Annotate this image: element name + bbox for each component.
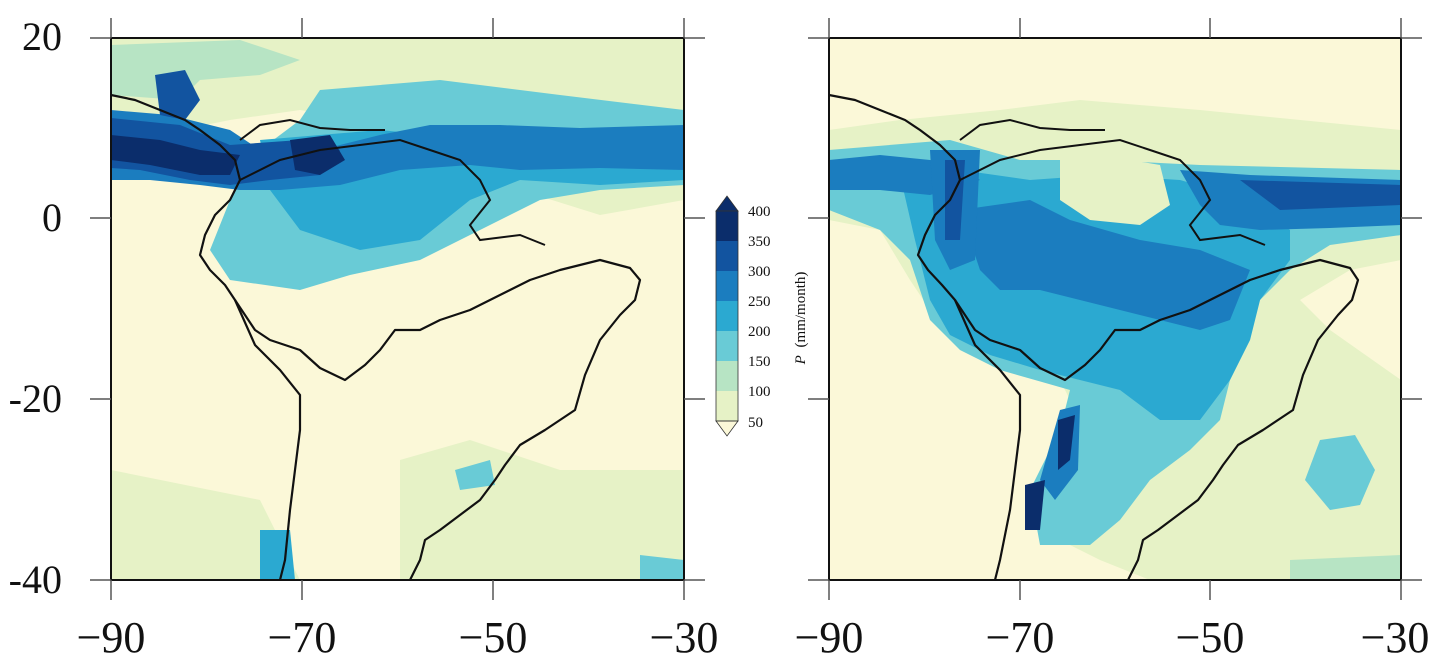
right-x-tick-label: −30: [1361, 613, 1430, 662]
colorbar-title-variable: P: [793, 355, 809, 365]
colorbar-title: P (mm/month): [793, 272, 809, 366]
colorbar-level-label: 50: [748, 415, 763, 431]
left-caribbean-coast: [239, 118, 385, 141]
colorbar-swatch: [716, 361, 738, 391]
left-coastline: [110, 93, 642, 581]
left-y-tick-label: 20: [22, 14, 62, 59]
colorbar-swatch: [716, 211, 738, 241]
colorbar-swatch: [716, 331, 738, 361]
colorbar-level-label: 300: [748, 264, 771, 280]
colorbar-level-label: 350: [748, 234, 771, 250]
colorbar-level-label: 100: [748, 384, 771, 400]
left-x-tick-label: −30: [650, 613, 719, 662]
right-x-tick-label: −50: [1176, 613, 1245, 662]
left-y-ticks: [90, 37, 705, 581]
right-x-tick-label: −70: [986, 613, 1055, 662]
right-amazon-outline: [959, 138, 1266, 246]
colorbar-bottom-arrow: [715, 420, 739, 437]
left-map-panel: 20 0 -20 -40 −90 −70 −50 −30: [9, 14, 719, 662]
colorbar-level-label: 250: [748, 294, 771, 310]
left-y-tick-label: 0: [42, 195, 62, 240]
right-x-tick-label: −90: [795, 613, 864, 662]
colorbar-swatch: [716, 241, 738, 271]
right-x-ticks: [828, 18, 1402, 600]
colorbar-title-units: (mm/month): [793, 272, 809, 348]
right-map-frame: [828, 37, 1402, 581]
right-caribbean-coast: [959, 118, 1105, 141]
left-x-tick-label: −70: [268, 613, 337, 662]
colorbar-level-label: 200: [748, 324, 771, 340]
right-map-panel: −90 −70 −50 −30: [795, 18, 1430, 662]
right-coastline: [828, 93, 1360, 581]
right-y-ticks: [808, 37, 1422, 581]
colorbar-top-arrow: [715, 195, 739, 212]
colorbar-level-label: 150: [748, 354, 771, 370]
colorbar-swatch: [716, 391, 738, 421]
left-map-frame: [110, 37, 685, 581]
left-precip-field: [111, 38, 684, 580]
left-x-ticks: [110, 18, 685, 600]
colorbar-swatch: [716, 301, 738, 331]
left-y-tick-label: -40: [9, 557, 62, 602]
left-amazon-outline: [239, 138, 546, 246]
right-precip-field: [829, 38, 1401, 580]
left-coastline-west: [233, 299, 302, 581]
left-x-tick-label: −50: [459, 613, 528, 662]
colorbar: 400 350 300 250 200 150 100 50 P (mm/mon…: [715, 195, 809, 437]
colorbar-level-label: 400: [748, 204, 771, 220]
left-x-tick-label: −90: [77, 613, 146, 662]
colorbar-swatch: [716, 271, 738, 301]
right-coastline-west: [953, 299, 1022, 581]
left-y-tick-label: -20: [9, 376, 62, 421]
